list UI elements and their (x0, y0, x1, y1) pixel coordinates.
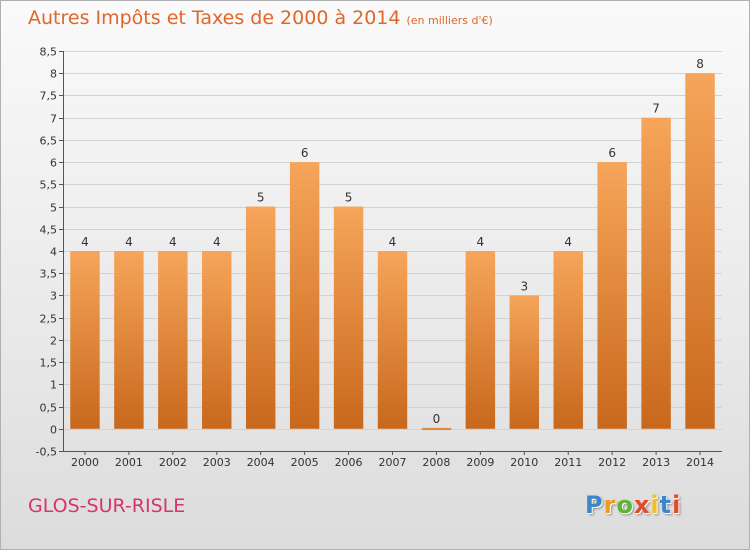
x-tick-label: 2000 (71, 456, 99, 469)
y-tick-label: 5,5 (40, 179, 58, 192)
x-tick-label: 2012 (598, 456, 626, 469)
data-label: 4 (477, 235, 485, 249)
y-tick-label: 8 (50, 68, 57, 81)
data-label: 0 (433, 412, 441, 426)
x-tick-label: 2007 (379, 456, 407, 469)
x-tick-label: 2009 (466, 456, 494, 469)
x-tick-label: 2001 (115, 456, 143, 469)
logo-letter: i (672, 491, 682, 519)
bar (641, 117, 671, 429)
bar (685, 73, 715, 429)
bar (421, 427, 452, 430)
data-label: 6 (301, 146, 309, 160)
axes (59, 51, 722, 455)
logo-letter: i (650, 491, 660, 519)
logo-letter: t (659, 491, 673, 519)
x-tick-label: 2002 (159, 456, 187, 469)
logo-letter: r (603, 491, 617, 519)
bar (70, 251, 100, 429)
y-tick-label: 6,5 (40, 135, 58, 148)
y-tick-label: 3 (50, 290, 57, 303)
y-tick-label: 5 (50, 202, 57, 215)
data-label: 5 (345, 191, 353, 205)
x-tick-label: 2010 (510, 456, 538, 469)
bar (553, 251, 583, 429)
bar (597, 162, 627, 429)
bar (333, 206, 364, 429)
data-label: 6 (608, 146, 616, 160)
y-tick-label: -0,5 (36, 446, 57, 459)
y-tick-label: 4,5 (40, 224, 58, 237)
data-label: 4 (169, 235, 177, 249)
y-tick-label: 4 (50, 246, 57, 259)
y-tick-label: 7,5 (40, 90, 58, 103)
y-tick-label: 1 (50, 379, 57, 392)
y-tick-label: 8,5 (40, 46, 58, 59)
logo-letter: x (633, 491, 651, 519)
logo-letter: P (585, 491, 604, 519)
bar (377, 251, 408, 429)
x-tick-label: 2008 (422, 456, 450, 469)
town-name: GLOS-SUR-RISLE (28, 495, 186, 517)
data-label: 4 (389, 235, 397, 249)
data-label: 4 (564, 235, 572, 249)
y-tick-label: 0 (50, 424, 57, 437)
bars (70, 73, 715, 430)
data-label: 4 (125, 235, 133, 249)
proxiti-logo: Proxiti (585, 491, 681, 519)
bar (509, 295, 540, 429)
data-label: 3 (520, 279, 528, 293)
bar (245, 206, 276, 429)
y-tick-label: 7 (50, 113, 57, 126)
y-tick-label: 6 (50, 157, 57, 170)
data-label: 7 (652, 102, 660, 116)
data-label: 8 (696, 57, 704, 71)
x-tick-label: 2005 (291, 456, 319, 469)
x-tick-label: 2004 (247, 456, 275, 469)
x-tick-label: 2006 (335, 456, 363, 469)
x-tick-label: 2014 (686, 456, 714, 469)
bar (114, 251, 144, 429)
data-label: 4 (213, 235, 221, 249)
chart-subtitle: (en milliers d'€) (406, 14, 493, 27)
logo-letter: o (616, 491, 634, 519)
y-tick-label: 2,5 (40, 313, 58, 326)
bar (158, 251, 188, 429)
y-tick-label: 1,5 (40, 357, 58, 370)
x-tick-label: 2013 (642, 456, 670, 469)
y-tick-label: 3,5 (40, 268, 58, 281)
y-tick-label: 2 (50, 335, 57, 348)
y-tick-label: 0,5 (40, 402, 58, 415)
data-label: 4 (81, 235, 89, 249)
chart-title-block: Autres Impôts et Taxes de 2000 à 2014 (en… (28, 7, 493, 29)
chart-title: Autres Impôts et Taxes de 2000 à 2014 (28, 7, 401, 29)
bar (202, 251, 232, 429)
bar (465, 251, 496, 429)
x-tick-label: 2011 (554, 456, 582, 469)
bar (289, 162, 320, 429)
data-label: 5 (257, 191, 265, 205)
x-tick-label: 2003 (203, 456, 231, 469)
labels: -0,5 0 0,5 1 1,5 2 2,5 3 3,5 4 4,5 5 5,5 6 6,5 7 7,5 8 8,5… (36, 46, 715, 470)
